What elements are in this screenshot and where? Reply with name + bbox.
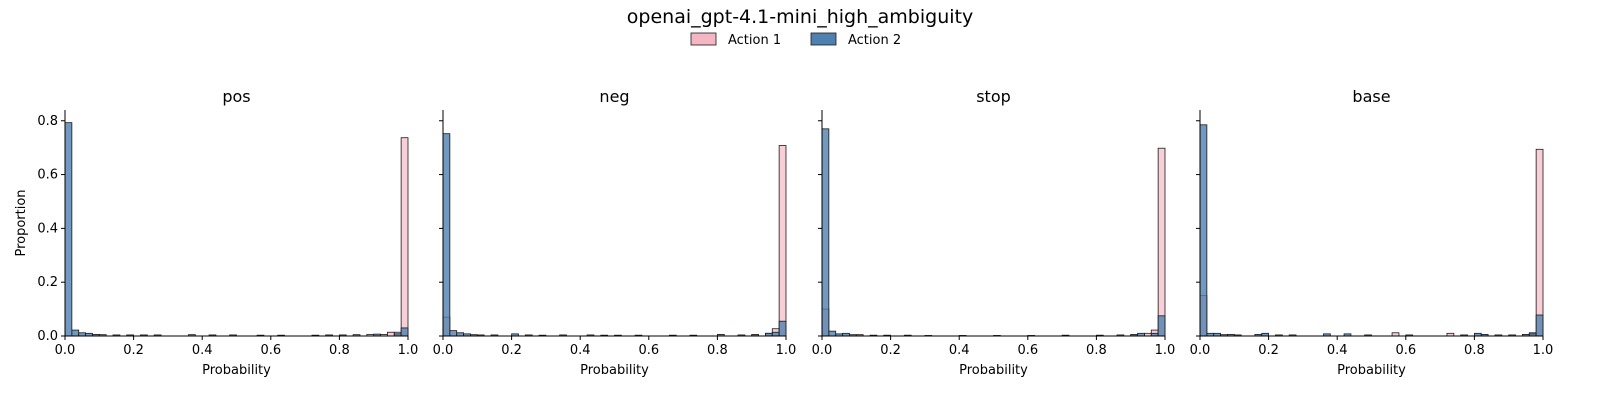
x-tick-label: 0.0 bbox=[812, 343, 833, 358]
y-tick-label: 0.0 bbox=[37, 329, 58, 344]
x-tick-label: 0.8 bbox=[1464, 343, 1485, 358]
bar-action-2 bbox=[1535, 314, 1544, 337]
x-tick-label: 0.6 bbox=[1395, 343, 1416, 358]
x-tick-label: 0.4 bbox=[570, 343, 591, 358]
bar-action-2 bbox=[1199, 124, 1208, 337]
x-tick-label: 0.2 bbox=[1258, 343, 1279, 358]
x-tick-label: 0.8 bbox=[329, 343, 350, 358]
x-tick-label: 0.4 bbox=[1327, 343, 1348, 358]
panel-title: base bbox=[1352, 87, 1390, 106]
x-tick-label: 1.0 bbox=[1533, 343, 1554, 358]
x-tick-label: 1.0 bbox=[776, 343, 797, 358]
bar-action-2 bbox=[442, 133, 451, 337]
panels: pos 0.0 0.2 0.4 0.6 0.8 1.0 0.0 0.2 0.4 0.6 0.8 Prob… bbox=[14, 87, 1553, 378]
x-tick-label: 0.0 bbox=[55, 343, 76, 358]
panel-title: stop bbox=[976, 87, 1011, 106]
bar-action-1 bbox=[1157, 147, 1166, 337]
x-tick-label: 0.2 bbox=[880, 343, 901, 358]
legend-label-action-1: Action 1 bbox=[728, 33, 781, 48]
x-tick-label: 0.6 bbox=[260, 343, 281, 358]
figure-title: openai_gpt-4.1-mini_high_ambiguity bbox=[627, 6, 973, 28]
panel-pos: pos 0.0 0.2 0.4 0.6 0.8 1.0 0.0 0.2 0.4 0.6 0.8 Prob… bbox=[14, 87, 418, 378]
x-tick-label: 0.2 bbox=[501, 343, 522, 358]
legend-swatch-action-2 bbox=[810, 32, 837, 46]
x-tick-label: 1.0 bbox=[1155, 343, 1176, 358]
legend-label-action-2: Action 2 bbox=[848, 33, 901, 48]
x-axis-label: Probability bbox=[1337, 363, 1406, 378]
y-tick-label: 0.8 bbox=[37, 114, 58, 129]
y-tick-label: 0.6 bbox=[37, 168, 58, 183]
y-axis-label: Proportion bbox=[14, 189, 29, 256]
bar-action-1 bbox=[778, 145, 787, 337]
bar-action-2 bbox=[778, 320, 787, 337]
bar-action-2 bbox=[400, 327, 409, 337]
legend: Action 1 Action 2 bbox=[690, 32, 901, 48]
x-tick-label: 0.6 bbox=[1017, 343, 1038, 358]
x-axis-label: Probability bbox=[959, 363, 1028, 378]
x-tick-label: 0.4 bbox=[192, 343, 213, 358]
bar-action-2 bbox=[71, 329, 80, 337]
bar-action-1 bbox=[387, 331, 395, 337]
bar-action-2 bbox=[64, 122, 73, 337]
bar-action-2 bbox=[449, 330, 458, 337]
x-tick-label: 0.6 bbox=[638, 343, 659, 358]
bar-action-2 bbox=[821, 128, 830, 337]
x-tick-label: 0.8 bbox=[707, 343, 728, 358]
panel-neg: neg 0.0 0.2 0.4 0.6 0.8 1.0 Probability bbox=[433, 87, 797, 378]
x-tick-label: 0.2 bbox=[123, 343, 144, 358]
panel-title: neg bbox=[599, 87, 629, 106]
y-tick-label: 0.2 bbox=[37, 275, 58, 290]
bar-action-2 bbox=[1157, 315, 1166, 337]
bar-action-2 bbox=[771, 331, 780, 337]
x-axis-label: Probability bbox=[202, 363, 271, 378]
y-tick-label: 0.4 bbox=[37, 221, 58, 236]
x-tick-label: 1.0 bbox=[398, 343, 419, 358]
panel-base: base 0.0 0.2 0.4 0.6 0.8 1.0 Probability bbox=[1190, 87, 1554, 378]
bar-action-2 bbox=[828, 330, 837, 337]
bar-action-1 bbox=[400, 137, 409, 337]
x-tick-label: 0.0 bbox=[433, 343, 454, 358]
x-tick-label: 0.0 bbox=[1190, 343, 1211, 358]
bar-action-1 bbox=[1535, 148, 1544, 337]
x-axis-label: Probability bbox=[580, 363, 649, 378]
x-tick-label: 0.8 bbox=[1086, 343, 1107, 358]
legend-swatch-action-1 bbox=[690, 32, 717, 46]
panel-title: pos bbox=[222, 87, 250, 106]
x-tick-label: 0.4 bbox=[949, 343, 970, 358]
panel-stop: stop 0.0 0.2 0.4 0.6 0.8 1.0 Probability bbox=[812, 87, 1176, 378]
